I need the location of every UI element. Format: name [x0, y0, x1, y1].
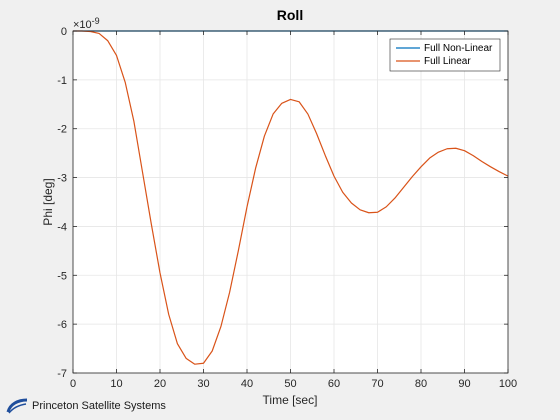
x-tick-label: 70 [371, 378, 383, 390]
x-tick-label: 0 [70, 378, 76, 390]
series-line-full-linear [73, 30, 509, 365]
y-tick-label: -6 [57, 319, 67, 331]
x-tick-label: 90 [458, 378, 470, 390]
footer-text: Princeton Satellite Systems [32, 400, 166, 412]
princeton-satellite-systems-logo-icon [6, 398, 28, 414]
y-tick-label: 0 [61, 26, 67, 38]
y-exponent-base: ×10 [73, 19, 92, 31]
y-axis-label: Phi [deg] [41, 178, 55, 225]
legend-label-full-non-linear: Full Non-Linear [424, 43, 493, 54]
x-tick-label: 50 [284, 378, 296, 390]
legend: Full Non-Linear Full Linear [389, 38, 501, 72]
x-tick-label: 100 [499, 378, 517, 390]
svg-text:×10-9: ×10-9 [73, 16, 100, 31]
footer: Princeton Satellite Systems [6, 398, 166, 414]
x-tick-label: 30 [197, 378, 209, 390]
legend-label-full-linear: Full Linear [424, 56, 471, 67]
x-axis-label: Time [sec] [263, 393, 318, 407]
legend-box [389, 38, 501, 72]
y-tick-label: -2 [57, 124, 67, 136]
x-tick-label: 60 [328, 378, 340, 390]
y-tick-label: -1 [57, 75, 67, 87]
y-tick-labels: 0 -1 -2 -3 -4 -5 -6 -7 [57, 26, 67, 380]
x-tick-label: 80 [415, 378, 427, 390]
y-exponent: ×10-9 [73, 16, 100, 31]
x-tick-label: 20 [154, 378, 166, 390]
x-tick-label: 10 [110, 378, 122, 390]
x-tick-labels: 0 10 20 30 40 50 60 70 80 90 100 [70, 378, 517, 390]
chart-title: Roll [277, 7, 303, 23]
x-tick-label: 40 [241, 378, 253, 390]
y-tick-label: -7 [57, 368, 67, 380]
y-tick-label: -3 [57, 173, 67, 185]
y-tick-label: -4 [57, 221, 67, 233]
y-tick-label: -5 [57, 270, 67, 282]
y-exponent-power: -9 [92, 16, 100, 26]
ticks [72, 30, 509, 374]
